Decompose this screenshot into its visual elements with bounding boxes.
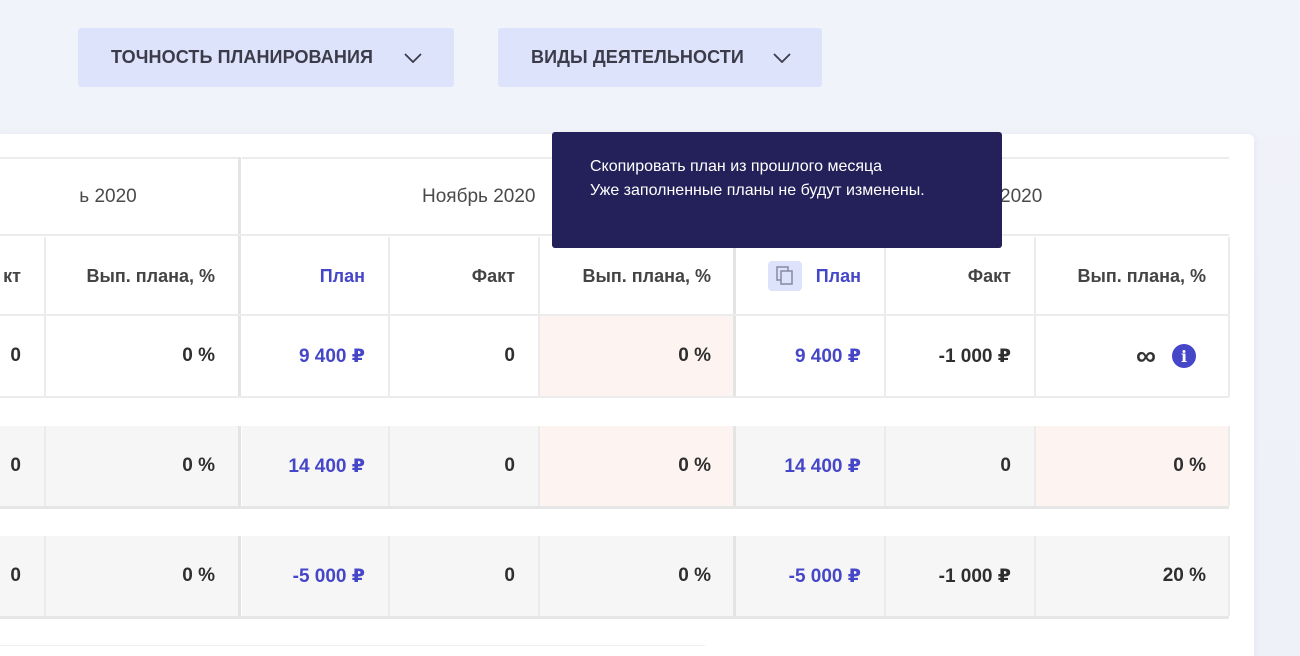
column-divider [1034,237,1036,397]
column-divider [1228,237,1230,397]
table-cell: 0 [0,536,44,616]
plan-cell[interactable]: 9 400 ₽ [242,316,388,396]
column-divider [884,237,886,397]
table-cell: ∞ i [1036,316,1229,396]
table-cell: 0 [0,316,44,396]
planning-accuracy-label: ТОЧНОСТЬ ПЛАНИРОВАНИЯ [111,47,374,67]
table-cell: 20 % [1036,536,1229,616]
column-header-fact: Факт [390,237,538,315]
column-divider [733,426,736,506]
plan-cell[interactable]: 14 400 ₽ [736,426,884,506]
row-divider [0,396,1229,398]
chevron-down-icon [773,53,791,63]
column-divider [1228,426,1230,506]
copy-plan-button[interactable] [767,261,802,291]
column-divider [238,536,241,616]
column-header-plan[interactable]: План [242,237,388,315]
activities-dropdown[interactable]: ВИДЫ ДЕЯТЕЛЬНОСТИ [498,28,822,87]
plan-cell[interactable]: -5 000 ₽ [736,536,884,616]
column-divider [1228,536,1230,616]
column-divider [1034,536,1036,616]
plan-cell[interactable]: -5 000 ₽ [242,536,388,616]
row-divider [0,314,1229,316]
table-cell: -1 000 ₽ [886,316,1034,396]
copy-plan-tooltip: Скопировать план из прошлого месяца Уже … [552,132,1002,248]
column-divider [733,237,736,397]
column-divider [884,536,886,616]
info-icon[interactable]: i [1172,344,1196,368]
tooltip-line-2: Уже заполненные планы не будут изменены. [590,182,925,199]
table-cell: 0 [0,426,44,506]
column-divider [238,157,241,397]
column-divider [884,426,886,506]
table-cell: 0 % [540,316,734,396]
table-cell: 0 [390,426,538,506]
month-header-prev: ь 2020 [0,157,238,234]
column-divider [238,426,241,506]
table-cell: 0 [390,316,538,396]
column-divider [388,237,390,397]
tooltip-line-1: Скопировать план из прошлого месяца [590,158,883,175]
column-divider [538,237,540,397]
row-divider [0,616,1229,619]
row-divider [0,506,1229,509]
plan-cell[interactable]: 14 400 ₽ [242,426,388,506]
table-cell: 0 [390,536,538,616]
column-header-plan[interactable]: План [736,237,884,315]
table-cell: 0 % [46,316,238,396]
column-header-percent: Вып. плана, % [1036,237,1229,315]
table-cell: 0 % [46,426,238,506]
column-divider [44,426,46,506]
table-cell: 0 % [46,536,238,616]
column-header-percent: Вып. плана, % [540,237,734,315]
plan-cell[interactable]: 9 400 ₽ [736,316,884,396]
column-divider [388,426,390,506]
column-header-fact: кт [0,237,44,315]
planning-accuracy-dropdown[interactable]: ТОЧНОСТЬ ПЛАНИРОВАНИЯ [78,28,454,87]
table-cell: -1 000 ₽ [886,536,1034,616]
table-cell: 0 [886,426,1034,506]
table-cell: 0 % [540,536,734,616]
table-cell: 0 % [540,426,734,506]
row-divider [0,645,705,646]
column-divider [44,536,46,616]
copy-icon [775,266,793,285]
table-cell: 0 % [1036,426,1229,506]
infinity-value: ∞ [1136,340,1156,371]
chevron-down-icon [404,53,422,63]
activities-label: ВИДЫ ДЕЯТЕЛЬНОСТИ [531,47,744,67]
column-header-percent: Вып. плана, % [46,237,238,315]
column-divider [538,536,540,616]
column-divider [1034,426,1036,506]
column-header-fact: Факт [886,237,1034,315]
column-divider [388,536,390,616]
column-divider [44,237,46,397]
column-divider [733,536,736,616]
column-divider [538,426,540,506]
